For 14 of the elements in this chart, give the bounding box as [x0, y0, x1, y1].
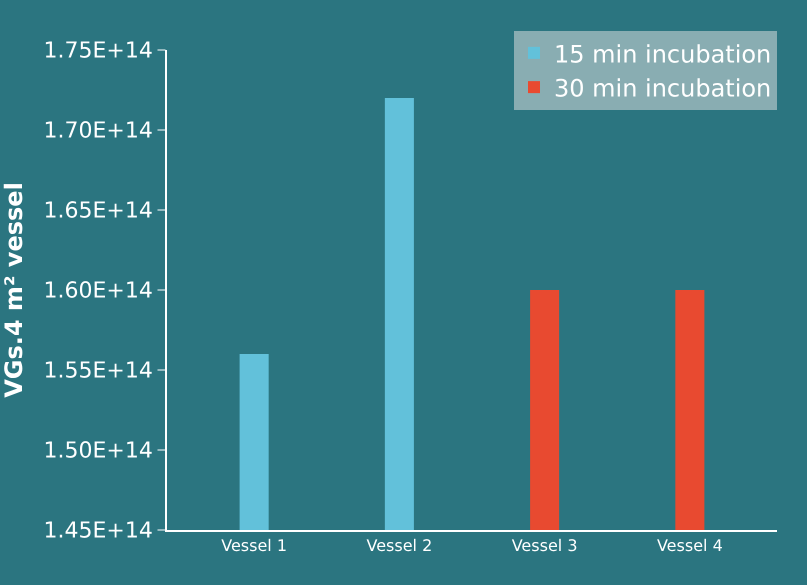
x-tick-label: Vessel 3	[512, 536, 578, 555]
x-tick-label: Vessel 1	[221, 536, 288, 555]
y-tick-label: 1.60E+14	[44, 278, 153, 304]
y-tick-label: 1.70E+14	[44, 118, 153, 144]
legend-label: 15 min incubation	[554, 40, 772, 68]
x-tick-label: Vessel 2	[366, 536, 432, 555]
x-tick-label: Vessel 4	[656, 536, 723, 555]
y-tick-label: 1.45E+14	[44, 518, 153, 544]
y-tick-label: 1.65E+14	[44, 198, 153, 224]
y-tick-label: 1.75E+14	[44, 38, 153, 64]
y-tick-label: 1.55E+14	[44, 358, 153, 384]
y-axis-title: VGs.4 m² vessel	[0, 182, 28, 398]
y-tick-label: 1.50E+14	[44, 438, 153, 464]
legend-label: 30 min incubation	[554, 74, 772, 102]
